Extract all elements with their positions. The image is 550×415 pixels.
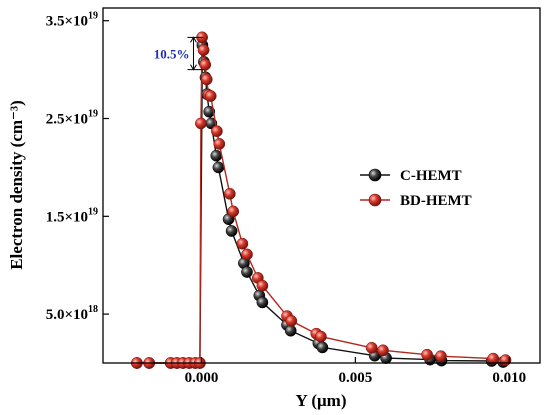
y-tick-label: 3.5×1019 xyxy=(46,11,98,30)
data-point-c-hemt xyxy=(225,225,238,237)
data-point-c-hemt xyxy=(316,341,329,354)
data-point-c-hemt xyxy=(212,161,225,174)
legend-label-c-hemt: C-HEMT xyxy=(400,168,462,184)
y-tick-label: 1.5×1019 xyxy=(46,206,98,225)
data-point-bd-hemt xyxy=(204,90,217,102)
x-tick-label: 0.005 xyxy=(338,370,372,386)
x-tick-label: 0.000 xyxy=(185,370,219,386)
legend: C-HEMT BD-HEMT xyxy=(360,168,472,209)
plot-frame xyxy=(102,7,541,364)
data-point-bd-hemt xyxy=(421,348,433,361)
data-point-bd-hemt xyxy=(236,237,249,250)
x-tick-label: 0.010 xyxy=(492,370,526,386)
data-point-bd-hemt xyxy=(197,44,210,56)
legend-marker-c-hemt xyxy=(368,168,382,182)
data-point-bd-hemt xyxy=(200,73,213,86)
y-tick-exponent: 19 xyxy=(88,11,98,22)
ticks-layer: 0.000 0.005 0.010 5.0×1018 1.5×1019 2.5×1019 3… xyxy=(46,11,526,386)
data-point-bd-hemt xyxy=(256,279,269,292)
data-point-c-hemt xyxy=(241,266,253,278)
y-tick-label: 2.5×1019 xyxy=(46,109,98,128)
data-point-bd-hemt xyxy=(195,117,207,130)
data-point-bd-hemt xyxy=(285,315,298,327)
legend-item-c-hemt: C-HEMT xyxy=(360,168,462,184)
y-tick-exponent: 19 xyxy=(88,109,98,120)
data-point-bd-hemt xyxy=(199,58,212,71)
legend-label-bd-hemt: BD-HEMT xyxy=(400,193,472,209)
y-axis-title: Electron density (cm⁻³) xyxy=(7,100,26,270)
y-tick-exponent: 18 xyxy=(88,304,98,315)
data-point-c-hemt xyxy=(210,149,223,162)
data-point-bd-hemt xyxy=(211,125,223,138)
annotation-label: 10.5% xyxy=(154,46,190,61)
data-point-bd-hemt xyxy=(223,187,236,200)
legend-marker-bd-hemt xyxy=(368,193,382,207)
data-point-bd-hemt xyxy=(435,350,447,363)
data-point-bd-hemt xyxy=(213,138,226,150)
data-point-c-hemt xyxy=(256,296,269,309)
y-tick-exponent: 19 xyxy=(88,206,98,217)
x-axis-title: Y (μm) xyxy=(295,391,346,410)
data-point-bd-hemt xyxy=(377,344,389,357)
data-point-c-hemt xyxy=(284,324,297,337)
data-point-bd-hemt xyxy=(487,352,500,365)
data-point-c-hemt xyxy=(203,105,216,118)
legend-item-bd-hemt: BD-HEMT xyxy=(360,193,472,209)
data-point-bd-hemt xyxy=(365,341,378,354)
annotation: 10.5% xyxy=(154,36,204,71)
y-tick-label: 5.0×1018 xyxy=(46,304,98,323)
data-point-bd-hemt xyxy=(241,248,253,261)
data-point-bd-hemt xyxy=(315,330,327,343)
data-point-bd-hemt xyxy=(227,205,240,218)
